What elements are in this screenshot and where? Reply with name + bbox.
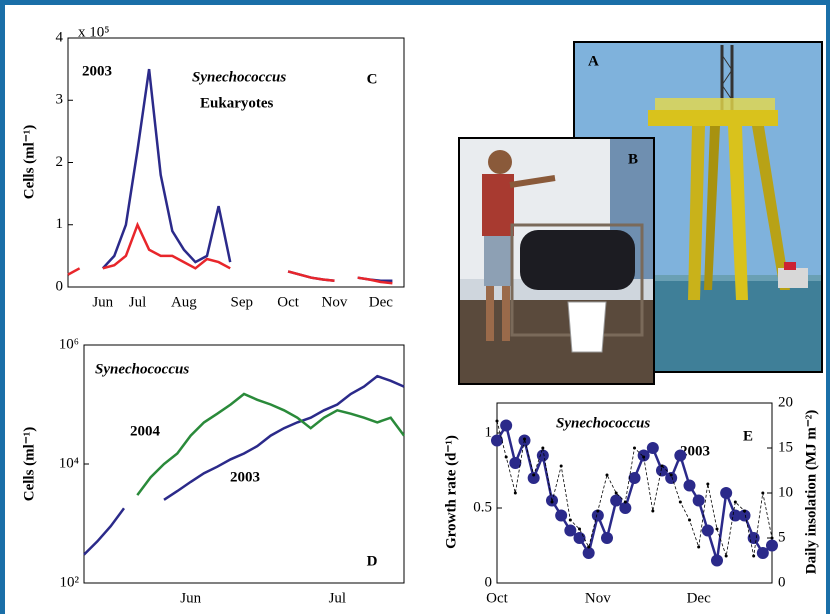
- insolation-point: [523, 438, 526, 441]
- growth-point: [619, 502, 631, 514]
- x-tick-label: Oct: [277, 294, 299, 310]
- x-tick-label: Nov: [585, 590, 611, 606]
- y-tick-label: 0.5: [473, 499, 492, 515]
- x-tick-label: Oct: [486, 590, 508, 606]
- insolation-point: [541, 447, 544, 450]
- y2-axis-label: Daily insolation (MJ m⁻²): [803, 410, 819, 575]
- insolation-point: [596, 510, 599, 513]
- insolation-point: [642, 456, 645, 459]
- insolation-point: [578, 528, 581, 531]
- growth-point: [574, 532, 586, 544]
- y2-tick-label: 20: [778, 394, 793, 410]
- growth-point: [720, 487, 732, 499]
- y2-tick-label: 0: [778, 574, 786, 590]
- insolation-point: [633, 447, 636, 450]
- y-tick-label: 3: [56, 92, 64, 108]
- insolation-point: [761, 492, 764, 495]
- y2-tick-label: 10: [778, 484, 793, 500]
- panel-label: C: [367, 71, 378, 87]
- growth-point: [674, 450, 686, 462]
- y-tick-label: 10²: [60, 574, 80, 590]
- legend-label: 2003: [230, 469, 260, 485]
- insolation-point: [752, 555, 755, 558]
- x-tick-label: Nov: [322, 294, 348, 310]
- y-axis-label: Growth rate (d⁻¹): [443, 435, 459, 549]
- growth-point: [555, 510, 567, 522]
- x-tick-label: Jul: [129, 294, 147, 310]
- x-tick-label: Jul: [329, 590, 347, 606]
- insolation-point: [706, 483, 709, 486]
- insolation-point: [551, 501, 554, 504]
- insolation-point: [505, 456, 508, 459]
- insolation-point: [670, 474, 673, 477]
- growth-point: [601, 532, 613, 544]
- insolation-point: [514, 492, 517, 495]
- y-axis-label: Cells (ml⁻¹): [21, 427, 37, 501]
- y-axis-label: Cells (ml⁻¹): [21, 125, 37, 199]
- y-tick-label: 4: [56, 29, 64, 45]
- y2-tick-label: 5: [778, 529, 786, 545]
- panel-label: A: [588, 53, 599, 69]
- x-tick-label: Jun: [180, 590, 201, 606]
- figure: A B 0 1 2 3 4 Jun Jul Aug Sep Oct Nov Dec Cells (ml⁻…: [0, 0, 830, 614]
- growth-point: [766, 540, 778, 552]
- year-label: 2003: [82, 63, 112, 79]
- insolation-point: [716, 528, 719, 531]
- insolation-point: [688, 519, 691, 522]
- growth-point: [684, 480, 696, 492]
- insolation-point: [679, 501, 682, 504]
- insolation-point: [615, 492, 618, 495]
- insolation-point: [697, 546, 700, 549]
- panel-label: D: [367, 553, 378, 569]
- y-tick-label: 10⁶: [59, 336, 79, 352]
- insolation-point: [606, 474, 609, 477]
- growth-point: [500, 420, 512, 432]
- title: Synechococcus: [556, 415, 650, 431]
- x-tick-label: Dec: [687, 590, 711, 606]
- growth-point: [711, 555, 723, 567]
- x-tick-label: Aug: [171, 294, 197, 310]
- y-tick-label: 1: [56, 216, 64, 232]
- x-tick-label: Jun: [92, 294, 113, 310]
- growth-point: [748, 532, 760, 544]
- exponent-label: x 10⁵: [78, 24, 109, 40]
- y-tick-label: 10⁴: [59, 455, 79, 471]
- title: Synechococcus: [95, 361, 189, 377]
- y-tick-label: 0: [56, 278, 64, 294]
- insolation-point: [587, 546, 590, 549]
- insolation-point: [661, 465, 664, 468]
- insolation-point: [496, 420, 499, 423]
- x-tick-label: Sep: [231, 294, 254, 310]
- x-tick-label: Dec: [369, 294, 393, 310]
- growth-point: [583, 547, 595, 559]
- insolation-point: [624, 501, 627, 504]
- photo-b: B: [459, 138, 654, 384]
- insolation-point: [651, 510, 654, 513]
- insolation-point: [560, 465, 563, 468]
- y2-tick-label: 15: [778, 439, 793, 455]
- insolation-point: [734, 501, 737, 504]
- insolation-point: [771, 537, 774, 540]
- y-tick-label: 1: [485, 424, 493, 440]
- growth-point: [647, 442, 659, 454]
- legend-label: 2004: [130, 423, 161, 439]
- legend-label: Synechococcus: [192, 69, 286, 85]
- growth-point: [702, 525, 714, 537]
- panel-label: E: [743, 428, 753, 444]
- y-tick-label: 0: [485, 574, 493, 590]
- growth-point: [693, 495, 705, 507]
- legend-label: Eukaryotes: [200, 95, 274, 111]
- insolation-point: [569, 519, 572, 522]
- panel-label: B: [628, 151, 638, 167]
- insolation-point: [725, 555, 728, 558]
- insolation-point: [532, 474, 535, 477]
- insolation-point: [743, 510, 746, 513]
- y-tick-label: 2: [56, 154, 64, 170]
